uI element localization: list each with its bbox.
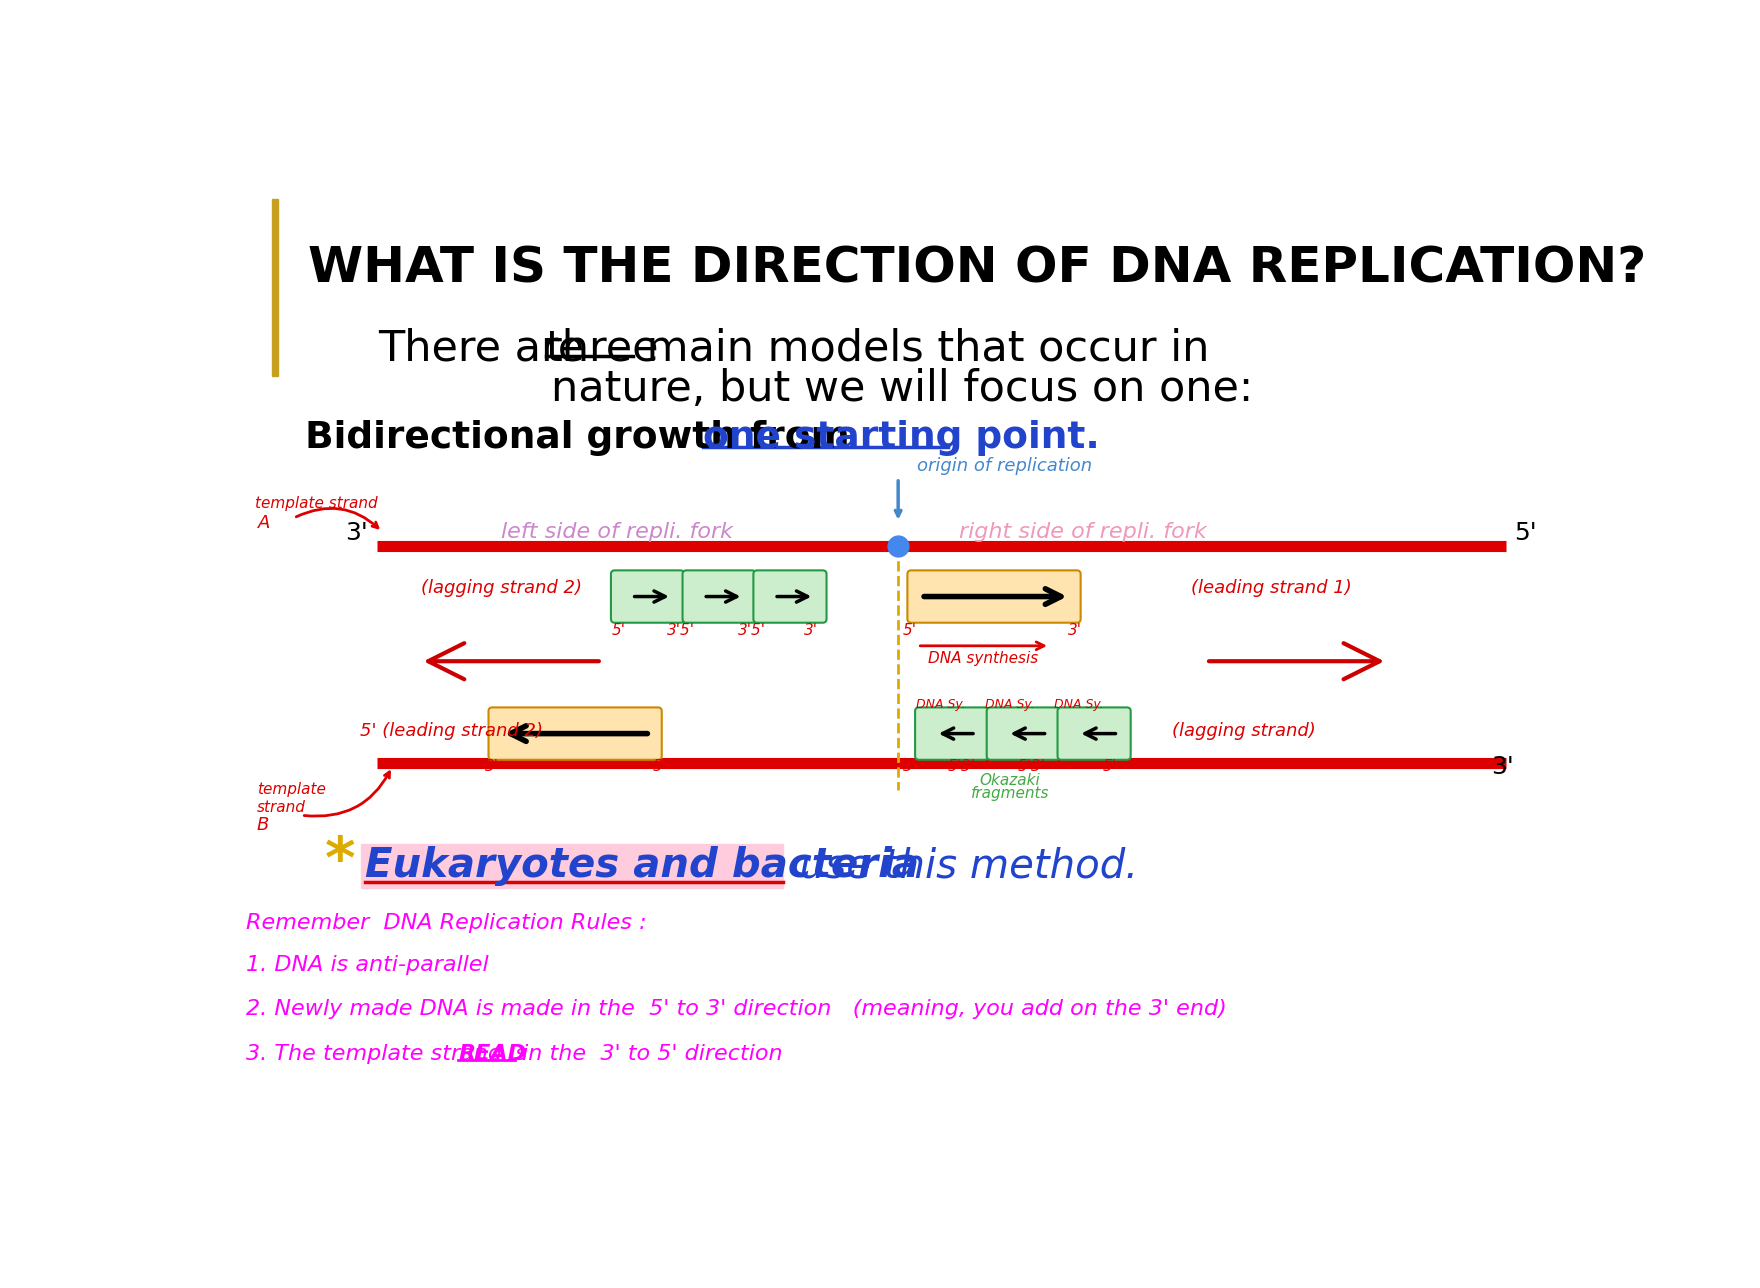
FancyBboxPatch shape: [1058, 707, 1130, 760]
Bar: [361, 844, 783, 889]
Text: template strand: template strand: [255, 496, 378, 511]
Text: 3': 3': [1068, 623, 1082, 638]
FancyBboxPatch shape: [908, 571, 1081, 622]
Text: 5'3': 5'3': [1017, 759, 1045, 774]
Text: DNA Sy.: DNA Sy.: [915, 698, 966, 711]
Text: Remember  DNA Replication Rules :: Remember DNA Replication Rules :: [246, 913, 646, 933]
Text: nature, but we will focus on one:: nature, but we will focus on one:: [551, 368, 1253, 411]
Bar: [273, 200, 278, 376]
Text: 3': 3': [804, 623, 818, 638]
Text: (lagging strand 2): (lagging strand 2): [421, 580, 583, 598]
FancyBboxPatch shape: [683, 571, 755, 622]
FancyBboxPatch shape: [489, 707, 662, 760]
Text: 3. The template strand is: 3. The template strand is: [246, 1043, 533, 1064]
Text: 3': 3': [1491, 755, 1514, 779]
Text: 5': 5': [612, 623, 625, 638]
Text: 5' (leading strand 2): 5' (leading strand 2): [361, 721, 542, 739]
Text: three: three: [546, 327, 660, 370]
Text: DNA Sy.: DNA Sy.: [1054, 698, 1104, 711]
Text: DNA synthesis: DNA synthesis: [929, 650, 1038, 666]
FancyBboxPatch shape: [753, 571, 827, 622]
Text: 3'5': 3'5': [667, 623, 695, 638]
Text: 5'3': 5'3': [949, 759, 977, 774]
Text: (leading strand 1): (leading strand 1): [1192, 580, 1352, 598]
Text: 5': 5': [653, 759, 667, 774]
Text: 5': 5': [903, 623, 917, 638]
Text: B: B: [257, 817, 269, 835]
Text: main models that occur in: main models that occur in: [632, 327, 1209, 370]
Text: fragments: fragments: [970, 786, 1049, 801]
Text: 2. Newly made DNA is made in the  5' to 3' direction   (meaning, you add on the : 2. Newly made DNA is made in the 5' to 3…: [246, 999, 1227, 1019]
Text: 5': 5': [1104, 759, 1118, 774]
Text: in the  3' to 5' direction: in the 3' to 5' direction: [516, 1043, 783, 1064]
Text: template: template: [257, 782, 326, 797]
Text: one starting point.: one starting point.: [704, 420, 1100, 456]
Text: 3': 3': [486, 759, 500, 774]
Text: use this method.: use this method.: [787, 846, 1137, 886]
Text: 3': 3': [903, 759, 917, 774]
Text: strand: strand: [257, 800, 306, 815]
Text: 3'5': 3'5': [737, 623, 766, 638]
FancyBboxPatch shape: [987, 707, 1060, 760]
Text: Okazaki: Okazaki: [979, 773, 1040, 788]
Text: WHAT IS THE DIRECTION OF DNA REPLICATION?: WHAT IS THE DIRECTION OF DNA REPLICATION…: [308, 245, 1646, 292]
Text: DNA Sy.: DNA Sy.: [986, 698, 1035, 711]
Text: A: A: [259, 514, 271, 532]
Text: left side of repli. fork: left side of repli. fork: [502, 522, 734, 542]
Text: 3': 3': [345, 522, 368, 545]
Text: Bidirectional growth from: Bidirectional growth from: [304, 420, 862, 456]
Text: READ: READ: [459, 1043, 526, 1064]
FancyBboxPatch shape: [915, 707, 989, 760]
Text: (lagging strand): (lagging strand): [1172, 721, 1315, 739]
Text: right side of repli. fork: right side of repli. fork: [959, 522, 1207, 542]
Text: There are: There are: [378, 327, 598, 370]
Text: origin of replication: origin of replication: [917, 457, 1093, 475]
Text: 5': 5': [1514, 522, 1536, 545]
Text: Eukaryotes and bacteria: Eukaryotes and bacteria: [364, 846, 919, 886]
FancyBboxPatch shape: [611, 571, 685, 622]
Text: 1. DNA is anti-parallel: 1. DNA is anti-parallel: [246, 954, 489, 975]
Text: *: *: [324, 833, 356, 890]
